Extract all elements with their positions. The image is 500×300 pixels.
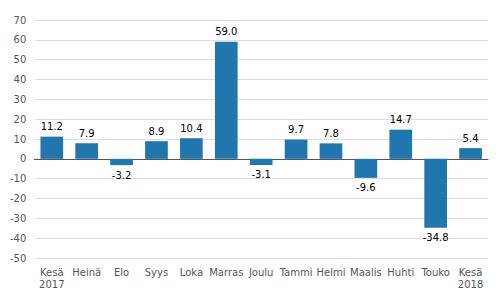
svg-text:8.9: 8.9 (149, 126, 165, 137)
svg-text:30: 30 (14, 94, 27, 105)
svg-text:9.7: 9.7 (288, 124, 304, 135)
svg-text:Touko: Touko (420, 267, 449, 278)
svg-text:5.4: 5.4 (463, 133, 479, 144)
svg-text:-50: -50 (10, 253, 26, 264)
svg-text:-34.8: -34.8 (423, 232, 449, 243)
svg-text:7.9: 7.9 (79, 128, 95, 139)
svg-text:60: 60 (14, 34, 27, 45)
svg-text:-3.1: -3.1 (251, 169, 271, 180)
svg-text:Joulu: Joulu (248, 267, 274, 278)
svg-text:2017: 2017 (39, 279, 64, 290)
svg-text:Elo: Elo (114, 267, 129, 278)
svg-text:Helmi: Helmi (316, 267, 345, 278)
svg-text:Maalis: Maalis (350, 267, 382, 278)
svg-text:59.0: 59.0 (215, 26, 237, 37)
svg-text:Heinä: Heinä (72, 267, 101, 278)
svg-text:Kesä: Kesä (459, 267, 483, 278)
svg-text:Tammi: Tammi (279, 267, 313, 278)
svg-text:11.2: 11.2 (41, 121, 63, 132)
svg-text:-9.6: -9.6 (356, 182, 376, 193)
svg-text:Marras: Marras (209, 267, 243, 278)
svg-text:70: 70 (14, 15, 27, 26)
svg-text:Syys: Syys (145, 267, 168, 278)
svg-text:-30: -30 (10, 213, 26, 224)
svg-text:-3.2: -3.2 (112, 170, 132, 181)
svg-text:-40: -40 (10, 233, 26, 244)
svg-text:2018: 2018 (458, 279, 483, 290)
svg-text:14.7: 14.7 (390, 114, 412, 125)
svg-text:40: 40 (14, 74, 27, 85)
svg-text:Loka: Loka (180, 267, 203, 278)
svg-text:10: 10 (14, 134, 27, 145)
svg-text:20: 20 (14, 114, 27, 125)
svg-text:10.4: 10.4 (180, 123, 202, 134)
svg-text:Kesä: Kesä (40, 267, 64, 278)
svg-text:0: 0 (20, 153, 26, 164)
svg-text:Huhti: Huhti (387, 267, 414, 278)
svg-text:-10: -10 (10, 173, 26, 184)
svg-text:7.8: 7.8 (323, 128, 339, 139)
svg-text:-20: -20 (10, 193, 26, 204)
svg-text:50: 50 (14, 54, 27, 65)
